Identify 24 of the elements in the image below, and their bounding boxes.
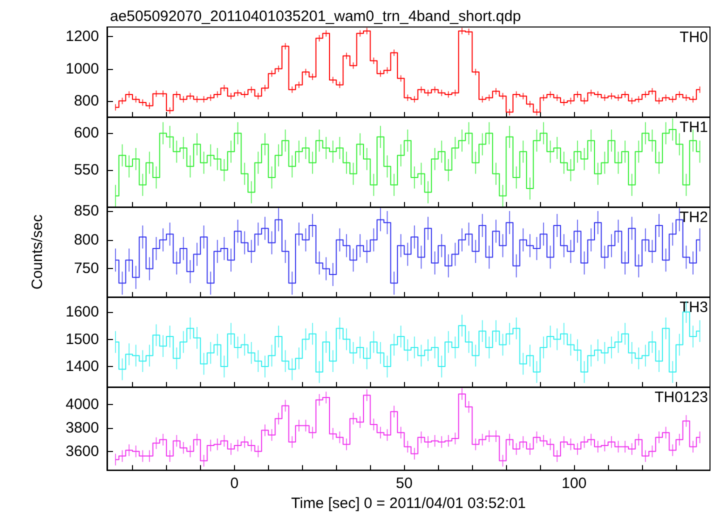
x-tick-label: 0 [230, 475, 239, 492]
y-tick-label: 550 [74, 162, 99, 179]
y-tick-label: 800 [74, 231, 99, 248]
chart-title: ae505092070_20110401035201_wam0_trn_4band_short.qdp [110, 8, 521, 25]
y-tick-label: 1400 [66, 358, 99, 376]
y-axis-title: Counts/sec [29, 214, 46, 290]
annotation: TH2 [680, 209, 708, 226]
x-tick-label: 50 [396, 475, 413, 492]
y-tick-label: 850 [74, 202, 99, 220]
annotation: TH0123 [654, 389, 708, 406]
y-tick-label: 800 [74, 92, 99, 110]
y-tick-label: 1500 [66, 330, 99, 348]
y-tick-label: 750 [74, 260, 99, 278]
x-axis-title: Time [sec] 0 = 2011/04/01 03:52:01 [291, 495, 526, 512]
y-tick-label: 3600 [66, 442, 99, 460]
y-tick-label: 1200 [66, 28, 99, 46]
y-tick-label: 3800 [66, 419, 99, 436]
x-tick-label: 100 [562, 475, 587, 492]
y-tick-label: 4000 [66, 396, 99, 414]
y-tick-label: 1000 [66, 60, 99, 78]
annotation: TH1 [680, 119, 708, 136]
y-tick-label: 600 [74, 124, 99, 142]
annotation: TH0 [680, 29, 708, 46]
y-tick-label: 1600 [66, 304, 99, 320]
